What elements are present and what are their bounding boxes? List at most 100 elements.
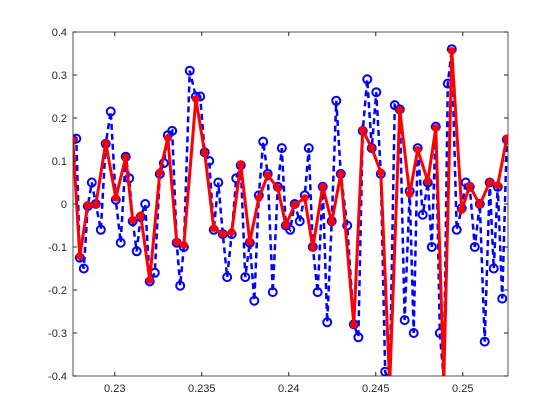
- x-tick-label: 0.235: [188, 383, 216, 395]
- marker: [441, 375, 447, 376]
- marker: [353, 332, 364, 343]
- marker: [200, 149, 209, 157]
- marker: [128, 216, 137, 224]
- marker: [73, 133, 82, 144]
- marker: [112, 194, 120, 202]
- marker: [488, 263, 499, 274]
- marker: [399, 315, 410, 326]
- marker: [258, 136, 269, 147]
- marker: [115, 237, 126, 248]
- marker: [213, 177, 224, 188]
- marker: [308, 244, 317, 252]
- y-tick-label: 0: [61, 199, 67, 211]
- marker: [408, 328, 419, 338]
- marker: [336, 170, 345, 178]
- marker: [497, 293, 508, 304]
- marker: [121, 153, 130, 161]
- marker: [167, 125, 178, 136]
- plot-area: [73, 44, 508, 385]
- marker: [240, 272, 251, 283]
- marker: [413, 146, 422, 154]
- marker: [431, 124, 440, 132]
- marker: [75, 252, 84, 260]
- marker: [95, 224, 106, 235]
- marker: [276, 143, 287, 154]
- y-tick-label: 0.1: [52, 156, 67, 168]
- y-tick-label: -0.1: [48, 242, 67, 254]
- marker: [485, 178, 494, 186]
- marker: [172, 238, 181, 246]
- x-tick-label: 0.245: [362, 383, 390, 395]
- y-tick-label: -0.2: [48, 285, 67, 297]
- marker: [300, 194, 309, 202]
- marker: [371, 87, 382, 98]
- marker: [367, 144, 376, 152]
- marker: [245, 238, 254, 246]
- marker: [395, 106, 404, 114]
- marker: [140, 199, 151, 209]
- marker: [350, 321, 358, 329]
- marker: [312, 287, 323, 298]
- marker: [263, 171, 272, 179]
- marker: [405, 190, 414, 198]
- marker: [457, 206, 466, 214]
- marker: [331, 95, 342, 106]
- marker: [131, 246, 142, 257]
- x-tick-label: 0.23: [104, 383, 125, 395]
- marker: [362, 74, 373, 85]
- marker: [255, 194, 263, 202]
- marker: [78, 263, 89, 274]
- marker: [502, 134, 508, 143]
- marker: [83, 201, 92, 209]
- marker: [86, 177, 97, 188]
- y-tick-label: -0.4: [48, 371, 67, 383]
- marker: [180, 241, 188, 249]
- marker: [303, 143, 314, 154]
- marker: [294, 216, 305, 227]
- y-tick-label: 0.2: [52, 113, 67, 125]
- marker: [451, 224, 462, 235]
- marker: [469, 242, 480, 252]
- y-tick-label: -0.3: [48, 328, 67, 340]
- marker: [209, 224, 218, 232]
- marker: [145, 276, 154, 284]
- y-tick-label: 0.3: [52, 70, 67, 82]
- marker: [327, 218, 336, 226]
- marker: [175, 280, 186, 291]
- marker: [91, 201, 100, 209]
- marker: [222, 272, 233, 283]
- marker: [282, 221, 290, 229]
- marker: [73, 136, 77, 144]
- x-tick-label: 0.24: [278, 383, 299, 395]
- marker: [342, 220, 353, 231]
- marker: [192, 95, 200, 103]
- marker: [377, 168, 385, 176]
- marker: [290, 201, 299, 209]
- marker: [479, 336, 490, 347]
- marker: [73, 134, 78, 145]
- marker: [164, 134, 172, 143]
- marker: [156, 168, 164, 176]
- marker: [101, 139, 110, 147]
- marker: [249, 295, 260, 306]
- marker: [493, 181, 502, 189]
- marker: [273, 184, 282, 192]
- marker: [440, 377, 448, 385]
- marker: [236, 160, 245, 168]
- marker: [318, 183, 327, 191]
- marker: [426, 242, 437, 252]
- marker: [476, 201, 484, 209]
- marker: [447, 47, 456, 55]
- x-tick-label: 0.25: [452, 383, 473, 395]
- marker: [285, 224, 296, 235]
- y-tick-label: 0.4: [52, 27, 67, 39]
- marker: [136, 211, 145, 219]
- marker: [219, 230, 227, 238]
- marker: [465, 182, 474, 190]
- marker: [417, 209, 428, 220]
- marker: [184, 65, 195, 76]
- marker: [358, 126, 367, 134]
- marker: [423, 177, 432, 186]
- marker: [267, 287, 278, 298]
